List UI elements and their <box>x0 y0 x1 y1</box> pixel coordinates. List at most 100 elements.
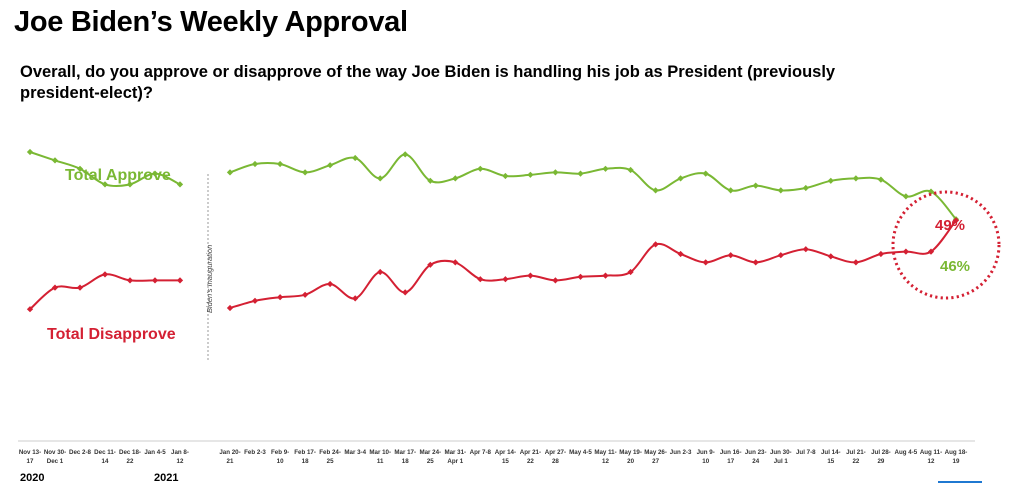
approve-point-33 <box>877 176 885 183</box>
x-tick-label-16-line-1: Mar 31- <box>444 449 466 456</box>
approve-point-11 <box>326 162 334 169</box>
disapprove-point-18 <box>502 276 509 283</box>
x-tick-label-7-line-2: 21 <box>227 458 234 465</box>
disapprove-point-15 <box>427 261 434 268</box>
approve-point-9 <box>276 160 284 168</box>
approve-point-19 <box>527 171 534 178</box>
disapprove-point-25 <box>677 250 684 258</box>
x-tick-label-11-line-1: Feb 24- <box>319 449 341 456</box>
disapprove-point-33 <box>877 250 885 258</box>
approve-series <box>26 148 960 223</box>
x-tick-label-20-line-2: 28 <box>552 458 559 465</box>
footer-accent-line <box>938 481 982 483</box>
x-tick-label-9-line-1: Feb 9- <box>271 449 289 456</box>
disapprove-point-7 <box>226 304 234 312</box>
disapprove-point-30 <box>802 246 809 253</box>
disapprove-series <box>26 217 960 313</box>
x-tick-label-6-line-1: Jan 8- <box>171 449 189 456</box>
highlight-circle <box>891 190 1001 300</box>
disapprove-point-27 <box>727 252 734 259</box>
x-tick-label-31-line-2: 15 <box>827 458 834 465</box>
approve-point-17 <box>477 165 484 172</box>
x-tick-label-22-line-2: 12 <box>602 458 609 465</box>
x-tick-label-36-line-2: 19 <box>953 458 960 465</box>
x-tick-label-35-line-2: 12 <box>928 458 935 465</box>
x-tick-label-33-line-1: Jul 28- <box>871 449 891 456</box>
approve-point-2 <box>76 165 84 172</box>
x-tick-label-1-line-2: Dec 1 <box>47 458 64 465</box>
x-tick-label-35-line-1: Aug 11- <box>920 449 942 456</box>
x-tick-label-10-line-2: 18 <box>302 458 309 465</box>
disapprove-point-34 <box>902 248 910 255</box>
x-axis-ticks: Nov 13- 17 Nov 30- Dec 1 Dec 2-8 Dec 11- 14 Dec… <box>19 449 968 465</box>
x-tick-label-5-line-1: Jan 4-5 <box>144 449 166 456</box>
x-tick-label-8-line-1: Feb 2-3 <box>244 449 266 456</box>
approve-point-13 <box>377 175 384 182</box>
x-tick-label-15-line-2: 25 <box>427 458 434 465</box>
disapprove-point-26 <box>702 259 709 266</box>
x-tick-label-20-line-1: Apr 27- <box>545 449 566 456</box>
inauguration-label: Biden’s Inauguration <box>205 245 214 313</box>
approve-point-30 <box>802 184 809 192</box>
disapprove-point-10 <box>301 291 309 298</box>
x-tick-label-18-line-2: 15 <box>502 458 509 465</box>
approve-line-post-inauguration <box>229 153 957 220</box>
x-tick-label-9-line-2: 10 <box>277 458 284 465</box>
x-tick-label-31-line-1: Jul 14- <box>821 449 841 456</box>
disapprove-point-13 <box>377 268 384 276</box>
approve-point-25 <box>677 175 684 182</box>
disapprove-end-label: 49% <box>935 217 965 234</box>
x-tick-label-26-line-2: 10 <box>702 458 709 465</box>
approve-end-label: 46% <box>940 258 970 275</box>
approve-point-3 <box>101 181 109 188</box>
x-tick-label-16-line-2: Apr 1 <box>447 458 463 465</box>
x-tick-label-18-line-1: Apr 14- <box>495 449 516 456</box>
approve-point-6 <box>176 181 184 188</box>
disapprove-point-5 <box>151 277 159 284</box>
x-tick-label-28-line-2: 24 <box>752 458 759 465</box>
disapprove-point-12 <box>352 295 359 302</box>
disapprove-point-14 <box>402 289 409 296</box>
x-tick-label-0-line-1: Nov 13- <box>19 449 41 456</box>
approve-point-24 <box>652 187 659 194</box>
disapprove-point-22 <box>602 272 609 279</box>
x-tick-label-1-line-1: Nov 30- <box>44 449 66 456</box>
x-tick-label-14-line-2: 18 <box>402 458 409 465</box>
x-tick-label-28-line-1: Jun 23- <box>745 449 767 456</box>
x-tick-label-19-line-2: 22 <box>527 458 534 465</box>
approve-point-22 <box>602 165 609 172</box>
x-tick-label-4-line-2: 22 <box>127 458 134 465</box>
chart-title: Joe Biden’s Weekly Approval <box>14 6 408 38</box>
x-tick-label-11-line-2: 25 <box>327 458 334 465</box>
x-tick-label-36-line-1: Aug 18- <box>945 449 968 456</box>
approve-point-7 <box>226 169 234 176</box>
disapprove-legend-label: Total Disapprove <box>47 326 176 343</box>
disapprove-line-pre-inauguration <box>29 273 180 310</box>
x-tick-label-32-line-1: Jul 21- <box>846 449 866 456</box>
x-tick-label-13-line-2: 11 <box>377 458 384 465</box>
x-tick-label-29-line-1: Jun 30- <box>770 449 792 456</box>
x-tick-label-33-line-2: 29 <box>877 458 884 465</box>
disapprove-point-20 <box>552 277 559 284</box>
disapprove-point-11 <box>326 280 334 288</box>
approve-point-34 <box>902 193 910 200</box>
approve-point-21 <box>577 170 584 177</box>
disapprove-point-2 <box>76 284 84 291</box>
x-tick-label-6-line-2: 12 <box>177 458 184 465</box>
approve-point-4 <box>126 181 134 188</box>
disapprove-point-29 <box>777 252 784 259</box>
approve-point-1 <box>51 157 59 164</box>
x-tick-label-23-line-2: 20 <box>627 458 634 465</box>
x-tick-label-32-line-2: 22 <box>852 458 859 465</box>
approve-point-14 <box>402 151 409 158</box>
disapprove-point-9 <box>276 294 284 301</box>
x-tick-label-19-line-1: Apr 21- <box>520 449 541 456</box>
approve-point-18 <box>502 172 509 180</box>
x-tick-label-4-line-1: Dec 18- <box>119 449 141 456</box>
x-tick-label-30-line-1: Jul 7-8 <box>796 449 816 456</box>
approve-point-16 <box>452 175 459 182</box>
x-tick-label-17-line-1: Apr 7-8 <box>470 449 492 456</box>
disapprove-point-19 <box>527 272 534 279</box>
approve-point-20 <box>552 169 559 176</box>
disapprove-point-8 <box>251 297 259 304</box>
